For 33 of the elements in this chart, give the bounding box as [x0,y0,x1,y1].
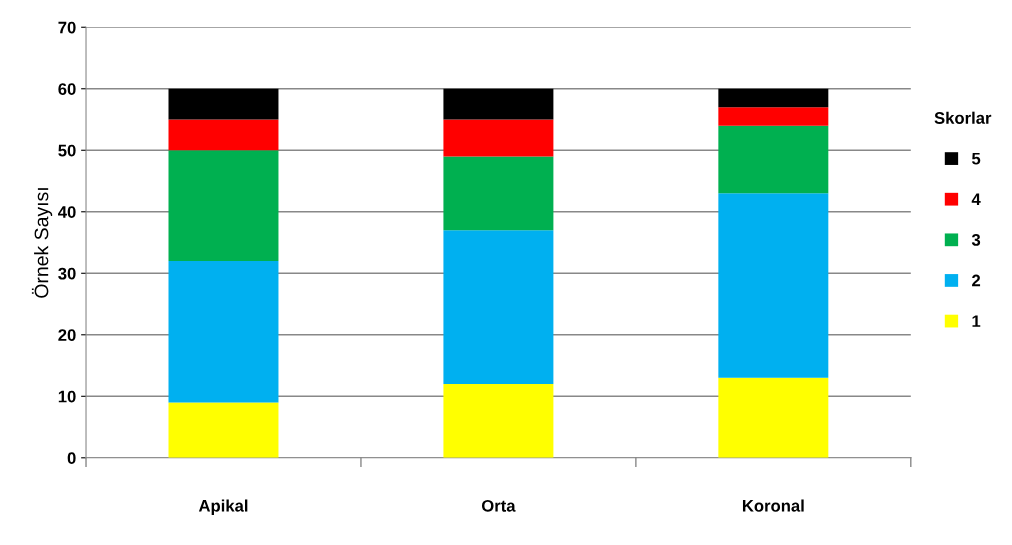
y-tick-label: 70 [58,21,76,34]
bar [443,156,554,231]
bar [443,230,554,384]
bar [718,377,829,458]
y-tick-label: 20 [58,329,76,341]
bar [443,119,554,157]
y-tick-label: 60 [58,83,76,95]
x-tick-label: Apikal [198,499,248,515]
legend-label: 2 [972,274,981,287]
y-tick-label: 0 [67,452,76,464]
bar [718,88,829,108]
x-tick-label: Koronal [742,499,804,512]
legend-label: 1 [972,315,981,327]
y-tick-label: 40 [58,206,76,218]
bar [168,260,279,403]
bar [168,402,279,458]
bar [443,88,554,120]
bar [168,150,279,261]
y-tick-label: 30 [58,267,76,280]
bar [443,383,554,458]
bar [168,119,279,151]
x-tick-label: Orta [481,499,516,512]
bar [718,193,829,378]
legend-label: 4 [971,193,981,205]
legend-title: Skorlar [934,111,992,124]
y-axis-title: Örnek Sayısı [31,188,53,298]
bar [718,125,829,194]
y-tick-label: 10 [58,390,76,403]
bar [718,107,829,126]
legend-label: 5 [971,152,981,165]
bar [168,88,279,120]
legend-label: 3 [971,233,981,246]
y-tick-label: 50 [58,144,76,157]
